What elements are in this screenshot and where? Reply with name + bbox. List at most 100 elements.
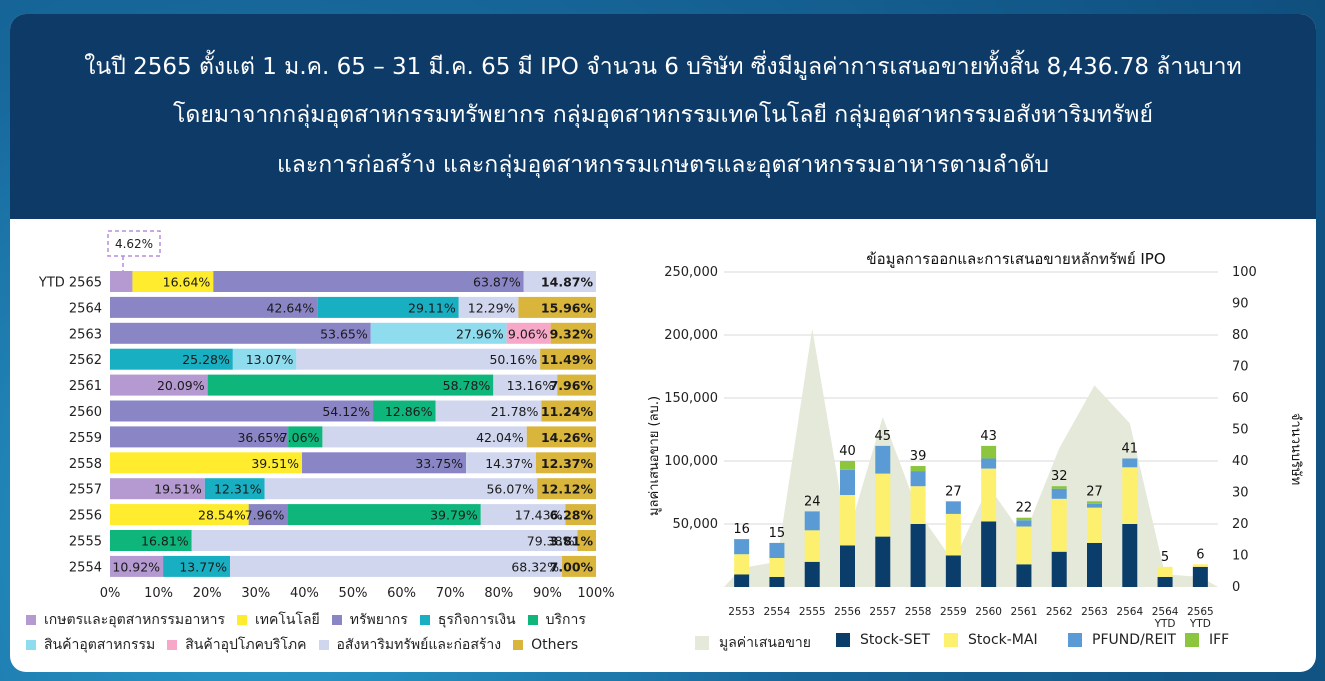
segment-label: 58.78%	[443, 378, 491, 393]
segment-label: 9.06%	[508, 326, 548, 341]
row-label-2563: 2563	[69, 327, 102, 342]
segment-label: 6.28%	[550, 508, 594, 523]
y-right-tick: 70	[1232, 360, 1249, 375]
y-right-tick: 20	[1232, 517, 1249, 532]
bar-segment-services	[373, 400, 436, 422]
bar-segment-services	[110, 530, 192, 551]
bar-segment-resources	[110, 296, 318, 318]
row-label-2562: 2562	[69, 353, 102, 368]
sector-share-chart: 4.62% YTD 2565 16.64% 63.87% 14.87% 2564 42.64…	[38, 230, 615, 601]
sector-legend-row-1: เกษตรและอุตสาหกรรมอาหาร เทคโนโลยี ทรัพยากร…	[26, 609, 598, 631]
bar-stockmai	[910, 486, 926, 524]
x-category-label: 2555	[799, 606, 826, 618]
segment-label: 9.32%	[550, 326, 594, 341]
bar-stockset	[1157, 576, 1173, 587]
bar-pfundreit	[804, 511, 820, 531]
y-left-tick: 100,000	[664, 454, 718, 469]
bar-iff	[910, 466, 926, 472]
x-category-label: 2553	[728, 606, 755, 618]
bar-pfundreit	[840, 469, 855, 496]
legend-swatch	[527, 615, 538, 625]
bar-stockset	[804, 561, 820, 587]
legend-item-financials: ธุรกิจการเงิน	[419, 609, 516, 631]
y-right-tick: 0	[1232, 580, 1240, 595]
x-tick-label: 90%	[533, 586, 562, 601]
y-right-tick: 10	[1232, 549, 1249, 564]
segment-label: 13.07%	[246, 352, 294, 367]
x-tick-label: 70%	[436, 586, 465, 601]
bar-segment-others	[541, 400, 596, 422]
legend-item-resources: ทรัพยากร	[331, 609, 408, 631]
segment-label: 16.64%	[163, 275, 211, 290]
legend-item-industrials: สินค้าอุตสาหกรรม	[26, 634, 155, 656]
bar-iff	[840, 461, 855, 470]
callout-label: 4.62%	[115, 237, 153, 251]
x-category-label: 2554	[764, 606, 791, 618]
x-category-label: 2564	[1152, 606, 1179, 618]
bar-stockset	[1192, 566, 1208, 587]
legend-swatch	[695, 636, 709, 650]
bar-segment-industrials	[232, 348, 297, 370]
bar-stockmai	[945, 513, 961, 556]
bar-segment-resources	[110, 322, 371, 344]
legend-label: PFUND/REIT	[1092, 632, 1176, 648]
bar-stockmai	[1157, 566, 1173, 577]
bar-segment-tech	[110, 452, 303, 474]
row-label-YTD-2565: YTD 2565	[38, 276, 102, 291]
y-left-tick: 250,000	[664, 265, 718, 280]
legend-label: เกษตรและอุตสาหกรรมอาหาร	[44, 612, 225, 628]
legend-label: IFF	[1209, 632, 1230, 648]
segment-label: 29.11%	[408, 300, 456, 315]
bar-segment-financials	[110, 348, 233, 370]
segment-label: 25.28%	[182, 352, 230, 367]
segment-label: 14.26%	[541, 430, 594, 445]
segment-label: 42.64%	[267, 300, 315, 315]
bar-iff	[1051, 486, 1067, 489]
row-label-2561: 2561	[69, 379, 102, 394]
ipo-legend-item: Stock-MAI	[944, 632, 1038, 648]
legend-label: Others	[531, 637, 579, 653]
legend-swatch	[26, 615, 36, 625]
ipo-legend-item: มูลค่าเสนอขาย	[695, 632, 811, 654]
x-category-label: YTD	[1189, 618, 1211, 630]
bar-iff	[1016, 517, 1032, 521]
bar-pfundreit	[1087, 503, 1102, 508]
summary-line-1: ในปี 2565 ตั้งแต่ 1 ม.ค. 65 – 31 มี.ค. 6…	[84, 54, 1242, 80]
bar-segment-agro	[110, 374, 208, 396]
segment-label: 12.86%	[385, 404, 433, 419]
legend-swatch	[513, 640, 524, 650]
segment-label: 28.54%	[198, 508, 246, 523]
bar-segment-property	[458, 296, 519, 318]
bar-segment-tech	[132, 271, 214, 292]
bar-stockset	[981, 521, 997, 587]
legend-label: บริการ	[545, 612, 586, 628]
x-category-label: 2559	[940, 606, 967, 618]
row-label-2557: 2557	[69, 483, 102, 498]
legend-label: สินค้าอุตสาหกรรม	[44, 637, 156, 653]
bar-stockset	[875, 536, 891, 587]
bar-pfundreit	[875, 445, 891, 474]
legend-swatch	[236, 615, 247, 625]
bar-stockset	[910, 524, 926, 587]
segment-label: 54.12%	[322, 404, 370, 419]
segment-label: 7.00%	[550, 559, 594, 574]
legend-label: Stock-MAI	[968, 632, 1038, 648]
bar-segment-agro	[110, 271, 133, 292]
legend-label: อสังหาริมทรัพย์และก่อสร้าง	[336, 637, 502, 653]
bar-segment-property	[523, 271, 596, 292]
summary-header: ในปี 2565 ตั้งแต่ 1 ม.ค. 65 – 31 มี.ค. 6…	[10, 14, 1316, 219]
bar-segment-others	[540, 348, 596, 370]
ipo-legend-item: PFUND/REIT	[1068, 632, 1176, 648]
ipo-legend-item: IFF	[1185, 632, 1229, 648]
bar-segment-services	[288, 426, 323, 448]
bar-stockmai	[875, 473, 891, 537]
x-category-label: 2565	[1187, 606, 1214, 618]
bar-segment-others	[550, 322, 596, 344]
segment-label: 42.04%	[476, 430, 524, 445]
bar-segment-tech	[110, 504, 249, 526]
row-label-2555: 2555	[69, 535, 102, 550]
count-label: 41	[1122, 441, 1139, 456]
segment-label: 21.78%	[491, 404, 539, 419]
bar-segment-resources	[213, 271, 524, 292]
y-right-axis-label: จำนวนบริษัท	[1288, 413, 1303, 485]
